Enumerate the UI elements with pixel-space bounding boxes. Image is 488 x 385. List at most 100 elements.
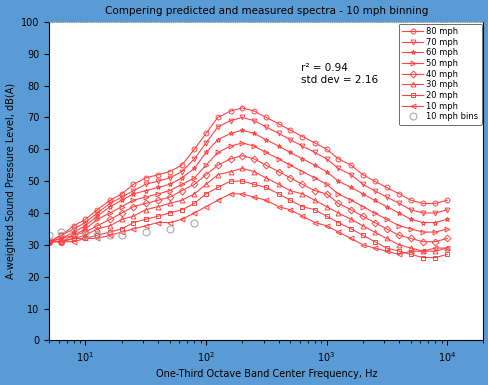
60 mph xyxy=(107,204,113,209)
X-axis label: One-Third Octave Band Center Frequency, Hz: One-Third Octave Band Center Frequency, … xyxy=(155,370,376,380)
80 mph xyxy=(179,163,184,167)
70 mph xyxy=(46,239,52,244)
40 mph xyxy=(107,217,113,222)
30 mph xyxy=(371,230,377,234)
20 mph xyxy=(407,252,413,257)
60 mph xyxy=(395,211,401,215)
30 mph xyxy=(263,176,268,180)
30 mph xyxy=(323,204,329,209)
80 mph xyxy=(191,147,197,152)
20 mph xyxy=(359,233,365,238)
50 mph xyxy=(130,198,136,203)
10 mph xyxy=(82,236,88,241)
70 mph xyxy=(407,208,413,212)
20 mph xyxy=(287,198,293,203)
20 mph xyxy=(347,227,353,231)
80 mph xyxy=(335,157,341,161)
80 mph xyxy=(142,176,148,180)
40 mph xyxy=(432,239,438,244)
20 mph xyxy=(432,255,438,260)
80 mph xyxy=(82,217,88,222)
30 mph xyxy=(130,214,136,218)
70 mph xyxy=(119,195,124,199)
80 mph xyxy=(371,179,377,183)
60 mph xyxy=(46,239,52,244)
10 mph xyxy=(395,252,401,257)
80 mph xyxy=(383,185,389,190)
50 mph xyxy=(58,236,64,241)
50 mph xyxy=(82,227,88,231)
70 mph xyxy=(335,166,341,171)
60 mph xyxy=(359,192,365,196)
50 mph xyxy=(311,176,317,180)
10 mph xyxy=(335,230,341,234)
70 mph xyxy=(443,208,449,212)
80 mph xyxy=(46,239,52,244)
50 mph xyxy=(275,157,281,161)
30 mph xyxy=(383,236,389,241)
60 mph xyxy=(142,188,148,193)
80 mph xyxy=(94,208,100,212)
60 mph xyxy=(311,163,317,167)
30 mph xyxy=(227,169,233,174)
60 mph xyxy=(227,131,233,136)
70 mph xyxy=(94,211,100,215)
70 mph xyxy=(227,118,233,123)
20 mph xyxy=(299,204,305,209)
10 mph xyxy=(443,246,449,250)
40 mph xyxy=(94,223,100,228)
10 mph xyxy=(203,204,208,209)
50 mph xyxy=(432,230,438,234)
10 mph xyxy=(94,236,100,241)
70 mph xyxy=(275,131,281,136)
50 mph xyxy=(239,141,245,145)
60 mph xyxy=(239,128,245,132)
40 mph xyxy=(203,172,208,177)
30 mph xyxy=(432,249,438,253)
70 mph xyxy=(142,182,148,187)
10 mph xyxy=(166,220,172,225)
60 mph xyxy=(287,150,293,155)
10 mph xyxy=(275,204,281,209)
50 mph xyxy=(214,150,220,155)
80 mph xyxy=(227,109,233,113)
60 mph xyxy=(275,144,281,148)
20 mph xyxy=(179,208,184,212)
70 mph xyxy=(432,211,438,215)
80 mph xyxy=(239,105,245,110)
10 mph bins xyxy=(46,233,52,238)
80 mph xyxy=(311,141,317,145)
80 mph xyxy=(299,134,305,139)
Y-axis label: A-weighted Sound Pressure Level, dB(A): A-weighted Sound Pressure Level, dB(A) xyxy=(5,83,16,279)
40 mph xyxy=(407,236,413,241)
10 mph xyxy=(214,198,220,203)
40 mph xyxy=(214,163,220,167)
80 mph xyxy=(119,192,124,196)
40 mph xyxy=(82,230,88,234)
40 mph xyxy=(239,153,245,158)
50 mph xyxy=(347,198,353,203)
70 mph xyxy=(214,125,220,129)
60 mph xyxy=(82,223,88,228)
60 mph xyxy=(383,204,389,209)
10 mph xyxy=(71,239,77,244)
30 mph xyxy=(142,208,148,212)
60 mph xyxy=(71,230,77,234)
Line: 50 mph: 50 mph xyxy=(47,141,448,244)
80 mph xyxy=(443,198,449,203)
80 mph xyxy=(71,223,77,228)
70 mph xyxy=(323,157,329,161)
60 mph xyxy=(58,236,64,241)
20 mph xyxy=(275,192,281,196)
60 mph xyxy=(335,179,341,183)
20 mph xyxy=(335,220,341,225)
60 mph xyxy=(130,192,136,196)
60 mph xyxy=(263,137,268,142)
10 mph bins xyxy=(82,233,88,238)
20 mph xyxy=(371,239,377,244)
30 mph xyxy=(299,192,305,196)
10 mph bins xyxy=(166,227,172,231)
50 mph xyxy=(119,204,124,209)
10 mph bins xyxy=(58,230,64,234)
20 mph xyxy=(250,182,256,187)
